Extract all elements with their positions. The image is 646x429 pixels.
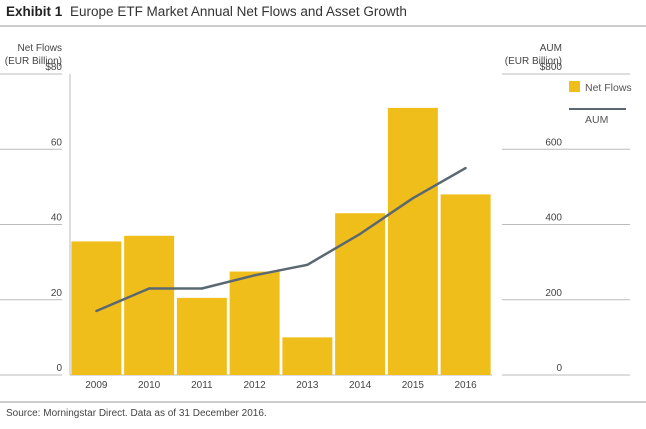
aum-point-2012 xyxy=(253,274,256,277)
left-tick-label: 20 xyxy=(51,288,63,299)
source-note: Source: Morningstar Direct. Data as of 3… xyxy=(6,408,267,419)
x-tick-label-2009: 2009 xyxy=(85,380,108,391)
grid-lines xyxy=(0,73,630,376)
left-axis-title-line2: (EUR Billion) xyxy=(5,56,62,67)
bar-2013 xyxy=(282,337,333,375)
bar-2010 xyxy=(124,235,175,375)
aum-point-2011 xyxy=(200,287,204,290)
x-tick-label-2015: 2015 xyxy=(402,380,425,391)
aum-point-2010 xyxy=(147,287,151,290)
aum-point-2016 xyxy=(464,166,467,170)
aum-point-2013 xyxy=(306,263,309,266)
bar-2012 xyxy=(229,271,280,375)
right-axis-title-line1: AUM xyxy=(540,43,562,54)
net-flows-bars xyxy=(71,107,491,376)
exhibit-label: Exhibit 1 xyxy=(6,4,63,19)
left-tick-label: 0 xyxy=(56,363,62,374)
right-tick-label: 600 xyxy=(545,137,562,148)
left-tick-label: $80 xyxy=(45,62,62,73)
left-tick-label: 60 xyxy=(51,137,63,148)
aum-line xyxy=(95,166,467,313)
aum-point-2015 xyxy=(411,196,415,200)
right-axis-ticks: 0 200 400 600 $800 xyxy=(540,62,563,374)
x-tick-label-2014: 2014 xyxy=(349,380,372,391)
x-tick-label-2016: 2016 xyxy=(455,380,478,391)
legend: Net Flows AUM xyxy=(569,81,632,126)
bar-2016 xyxy=(440,194,491,375)
right-tick-label: 200 xyxy=(545,288,562,299)
x-tick-label-2012: 2012 xyxy=(244,380,267,391)
aum-point-2014 xyxy=(358,232,362,236)
right-tick-label: $800 xyxy=(540,62,563,73)
left-axis-title-line1: Net Flows xyxy=(18,43,62,54)
right-tick-label: 400 xyxy=(545,213,562,224)
chart-title: Europe ETF Market Annual Net Flows and A… xyxy=(70,4,407,19)
legend-label-net-flows: Net Flows xyxy=(585,82,632,94)
legend-swatch-net-flows xyxy=(569,81,580,92)
chart-title-row: Exhibit 1 Europe ETF Market Annual Net F… xyxy=(6,4,407,19)
bar-2011 xyxy=(176,297,227,375)
x-tick-label-2011: 2011 xyxy=(191,380,213,391)
x-tick-label-2010: 2010 xyxy=(138,380,161,391)
right-tick-label: 0 xyxy=(556,363,562,374)
x-axis-labels: 2009 2010 2011 2012 2013 2014 2015 2016 xyxy=(85,380,477,391)
aum-series-line xyxy=(95,167,467,313)
right-axis-title-line2: (EUR Billion) xyxy=(505,56,562,67)
legend-label-aum: AUM xyxy=(585,114,608,126)
bar-2009 xyxy=(71,241,122,375)
bar-2015 xyxy=(387,107,438,376)
left-axis-ticks: 0 20 40 60 $80 xyxy=(45,62,62,374)
bar-2014 xyxy=(335,213,386,375)
x-tick-label-2013: 2013 xyxy=(296,380,319,391)
left-tick-label: 40 xyxy=(51,213,63,224)
aum-point-2009 xyxy=(95,309,98,313)
